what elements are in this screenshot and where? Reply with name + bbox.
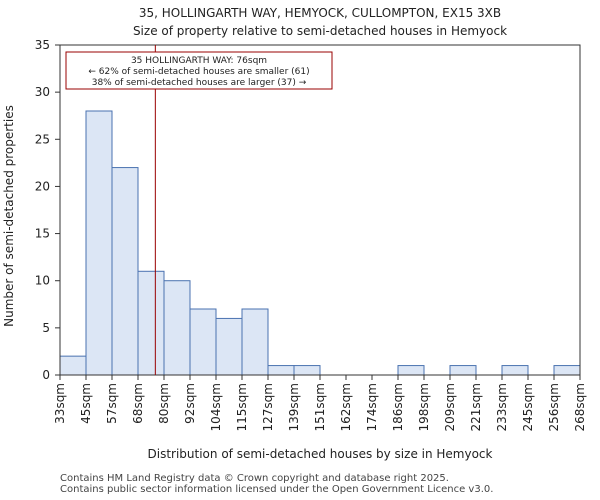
bar-115sqm bbox=[241, 308, 269, 376]
y-tick-label: 20 bbox=[35, 179, 50, 193]
x-tick-label: 245sqm bbox=[521, 383, 535, 431]
bar-186sqm bbox=[397, 365, 425, 376]
bar-45sqm bbox=[85, 110, 113, 376]
x-tick-label: 115sqm bbox=[235, 383, 249, 431]
x-tick-label: 256sqm bbox=[547, 383, 561, 431]
x-tick-label: 198sqm bbox=[417, 383, 431, 431]
annotation-box bbox=[65, 51, 333, 90]
y-tick-label: 10 bbox=[35, 274, 50, 288]
footer-line1: Contains HM Land Registry data © Crown c… bbox=[60, 473, 449, 484]
x-tick-label: 80sqm bbox=[157, 383, 171, 424]
x-tick-label: 139sqm bbox=[287, 383, 301, 431]
y-tick-label: 35 bbox=[35, 38, 50, 52]
x-tick-label: 45sqm bbox=[79, 383, 93, 424]
x-tick-label: 104sqm bbox=[209, 383, 223, 431]
y-tick-label: 25 bbox=[35, 132, 50, 146]
x-tick-label: 92sqm bbox=[183, 383, 197, 424]
x-tick-label: 151sqm bbox=[313, 383, 327, 431]
bar-92sqm bbox=[189, 308, 217, 376]
y-axis-label: Number of semi-detached properties bbox=[2, 105, 16, 327]
x-tick-label: 127sqm bbox=[261, 383, 275, 431]
bar-57sqm bbox=[111, 167, 139, 376]
annotation-line3: 38% of semi-detached houses are larger (… bbox=[92, 78, 307, 88]
x-tick-label: 57sqm bbox=[105, 383, 119, 424]
x-axis-label: Distribution of semi-detached houses by … bbox=[148, 447, 493, 461]
bar-68sqm bbox=[137, 270, 165, 376]
x-tick-label: 221sqm bbox=[469, 383, 483, 431]
chart-title-line1: 35, HOLLINGARTH WAY, HEMYOCK, CULLOMPTON… bbox=[139, 6, 501, 20]
annotation-line2: ← 62% of semi-detached houses are smalle… bbox=[88, 67, 309, 77]
y-tick-label: 0 bbox=[42, 368, 50, 382]
x-tick-label: 33sqm bbox=[53, 383, 67, 424]
y-tick-label: 15 bbox=[35, 227, 50, 241]
x-tick-label: 209sqm bbox=[443, 383, 457, 431]
x-tick-label: 268sqm bbox=[573, 383, 587, 431]
x-tick-label: 186sqm bbox=[391, 383, 405, 431]
plot-area: 0 5 10 15 20 25 30 35 33sqm 45sqm 57sqm 68sqm 80sqm 9… bbox=[35, 38, 587, 431]
x-tick-label: 68sqm bbox=[131, 383, 145, 424]
bar-209sqm bbox=[449, 365, 477, 376]
annotation-line1: 35 HOLLINGARTH WAY: 76sqm bbox=[131, 56, 267, 66]
bar-104sqm bbox=[215, 317, 243, 376]
bar-139sqm bbox=[293, 365, 321, 376]
footer-line2: Contains public sector information licen… bbox=[60, 484, 494, 495]
chart-title-line2: Size of property relative to semi-detach… bbox=[133, 24, 507, 38]
bar-33sqm bbox=[59, 355, 87, 376]
y-tick-label: 5 bbox=[42, 321, 50, 335]
bar-127sqm bbox=[267, 365, 295, 376]
bar-80sqm bbox=[163, 280, 191, 376]
x-tick-label: 162sqm bbox=[339, 383, 353, 431]
bar-256sqm bbox=[553, 365, 581, 376]
bar-233sqm bbox=[501, 365, 529, 376]
x-tick-label: 174sqm bbox=[365, 383, 379, 431]
y-tick-label: 30 bbox=[35, 85, 50, 99]
x-tick-label: 233sqm bbox=[495, 383, 509, 431]
